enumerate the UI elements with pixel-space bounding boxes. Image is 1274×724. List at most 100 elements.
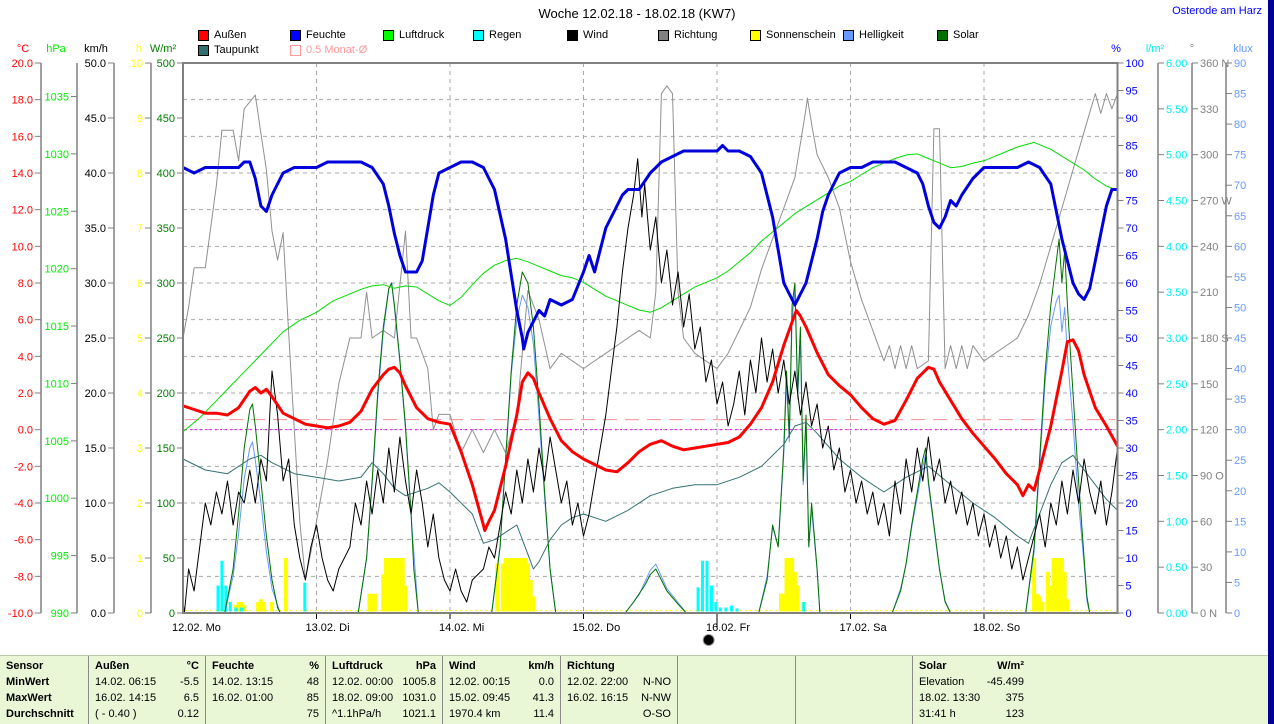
- bar-sonnenschein: [517, 558, 522, 612]
- stats-cell-label: 18.02. 13:30: [919, 692, 981, 704]
- axis-tick-label-deg: 270 W: [1200, 196, 1232, 208]
- weather-chart: -10.0-8.0-6.0-4.0-2.00.02.04.06.08.010.0…: [8, 43, 1253, 646]
- stats-header-label: Wind: [449, 660, 476, 672]
- bar-sonnenschein: [528, 580, 533, 612]
- stats-row-label-label: MaxWert: [6, 692, 52, 704]
- series-wind: [182, 158, 1118, 614]
- bar-regen: [228, 602, 232, 612]
- bar-sonnenschein: [1034, 593, 1039, 612]
- bar-sonnenschein: [509, 558, 514, 612]
- axis-tick-label-hpa: 1030: [45, 149, 69, 161]
- axis-tick-label-pct: 50: [1126, 333, 1138, 345]
- series-taupunkt: [182, 421, 1118, 570]
- stats-cell-label: 14.02. 13:15: [212, 676, 274, 688]
- axis-tick-label-sun: 9: [137, 113, 143, 125]
- x-axis-day-label: 14.02. Mi: [439, 622, 484, 634]
- legend-item-wind: Wind: [567, 29, 608, 41]
- legend-swatch: [937, 29, 948, 41]
- axis-tick-label-klux: 60: [1234, 241, 1246, 253]
- stats-cell-label: 16.02. 16:15: [567, 692, 629, 704]
- axis-tick-label-pct: 35: [1126, 416, 1138, 428]
- bar-sonnenschein: [367, 593, 372, 612]
- series-luftdruck: [182, 141, 1118, 433]
- axis-tick-label-pct: 55: [1126, 306, 1138, 318]
- legend-item-taupunkt: Taupunkt: [198, 44, 259, 56]
- bar-sonnenschein: [256, 602, 261, 612]
- legend-swatch: [383, 29, 394, 41]
- legend-swatch: [290, 29, 301, 41]
- axis-tick-label-klux: 65: [1234, 211, 1246, 223]
- bar-sonnenschein: [514, 558, 519, 612]
- axis-tick-label-pct: 25: [1126, 471, 1138, 483]
- bar-regen: [216, 585, 220, 612]
- bar-sonnenschein: [778, 593, 783, 612]
- bar-sonnenschein: [397, 558, 402, 612]
- bar-sonnenschein: [1054, 558, 1059, 612]
- bar-sonnenschein: [795, 585, 800, 612]
- bar-sonnenschein: [520, 558, 525, 612]
- stats-header-value: °C: [186, 660, 199, 672]
- axis-tick-label-pct: 15: [1126, 526, 1138, 538]
- axis-tick-label-temp: 8.0: [18, 278, 33, 290]
- axis-unit-sun: h: [136, 43, 142, 55]
- axis-tick-label-temp: 10.0: [12, 241, 33, 253]
- page-title: Woche 12.02.18 - 18.02.18 (KW7): [538, 6, 736, 21]
- stats-row-label-label: Sensor: [6, 660, 44, 672]
- axis-tick-label-klux: 0: [1234, 608, 1240, 620]
- stats-cell: ( - 0.40 ) 0.12: [95, 706, 199, 722]
- axis-tick-label-kmh: 15.0: [85, 443, 106, 455]
- axis-tick-label-pct: 30: [1126, 443, 1138, 455]
- stats-header-label: Feuchte: [212, 660, 255, 672]
- legend-label: Wind: [583, 29, 609, 41]
- stats-header: Wind km/h: [449, 658, 554, 674]
- stats-cell: Elevation -45.499: [919, 674, 1024, 690]
- bar-sonnenschein: [792, 571, 797, 612]
- bar-sonnenschein: [392, 558, 397, 612]
- axis-tick-label-hpa: 990: [51, 608, 69, 620]
- bar-regen: [724, 607, 728, 612]
- axis-tick-label-kmh: 45.0: [85, 113, 106, 125]
- x-axis-day-label: 16.02. Fr: [706, 622, 750, 634]
- stats-cell: [802, 674, 906, 690]
- stats-table: Sensor MinWert MaxWert Durchschnitt Außen °C 1…: [0, 655, 1274, 724]
- axis-tick-label-temp: 6.0: [18, 315, 33, 327]
- axis-tick-label-deg: 360 N: [1200, 58, 1229, 70]
- axis-tick-label-deg: 210: [1200, 287, 1218, 299]
- axis-tick-label-deg: 240: [1200, 241, 1218, 253]
- stats-column: [795, 656, 912, 724]
- axis-tick-label-lm2: 0.50: [1166, 562, 1187, 574]
- bar-sonnenschein: [370, 593, 375, 612]
- legend-swatch: [843, 29, 854, 41]
- legend-label: Taupunkt: [214, 44, 259, 56]
- axis-tick-label-wm2: 500: [157, 58, 175, 70]
- axis-tick-label-pct: 45: [1126, 361, 1138, 373]
- stats-cell: 14.02. 06:15 -5.5: [95, 674, 199, 690]
- bar-sonnenschein: [495, 563, 500, 612]
- bar-regen: [224, 585, 228, 612]
- stats-cell: 18.02. 09:00 1031.0: [332, 690, 436, 706]
- axis-tick-label-lm2: 3.00: [1166, 333, 1187, 345]
- axis-tick-label-pct: 90: [1126, 113, 1138, 125]
- stats-cell: 18.02. 13:30 375: [919, 690, 1024, 706]
- axis-tick-label-kmh: 5.0: [91, 553, 106, 565]
- axis-tick-label-sun: 10: [131, 58, 143, 70]
- stats-header-value: W/m²: [997, 660, 1024, 672]
- axis-tick-label-pct: 5: [1126, 581, 1132, 593]
- axis-unit-klux: klux: [1233, 43, 1253, 55]
- legend-swatch: [473, 29, 484, 41]
- stats-cell: 12.02. 00:15 0.0: [449, 674, 554, 690]
- bar-sonnenschein: [1051, 558, 1056, 612]
- axis-unit-wm2: W/m²: [150, 43, 177, 55]
- axis-tick-label-deg: 30: [1200, 562, 1212, 574]
- bar-sonnenschein: [506, 558, 511, 612]
- stats-cell: 15.02. 09:45 41.3: [449, 690, 554, 706]
- stats-header-value: %: [309, 660, 319, 672]
- axis-tick-label-lm2: 6.00: [1166, 58, 1187, 70]
- axis-tick-label-sun: 7: [137, 223, 143, 235]
- bar-sonnenschein: [790, 558, 795, 612]
- stats-column: Sensor MinWert MaxWert Durchschnitt: [0, 656, 88, 724]
- axis-tick-label-deg: 90 O: [1200, 471, 1224, 483]
- bar-sonnenschein: [400, 558, 405, 612]
- bar-regen: [696, 587, 700, 612]
